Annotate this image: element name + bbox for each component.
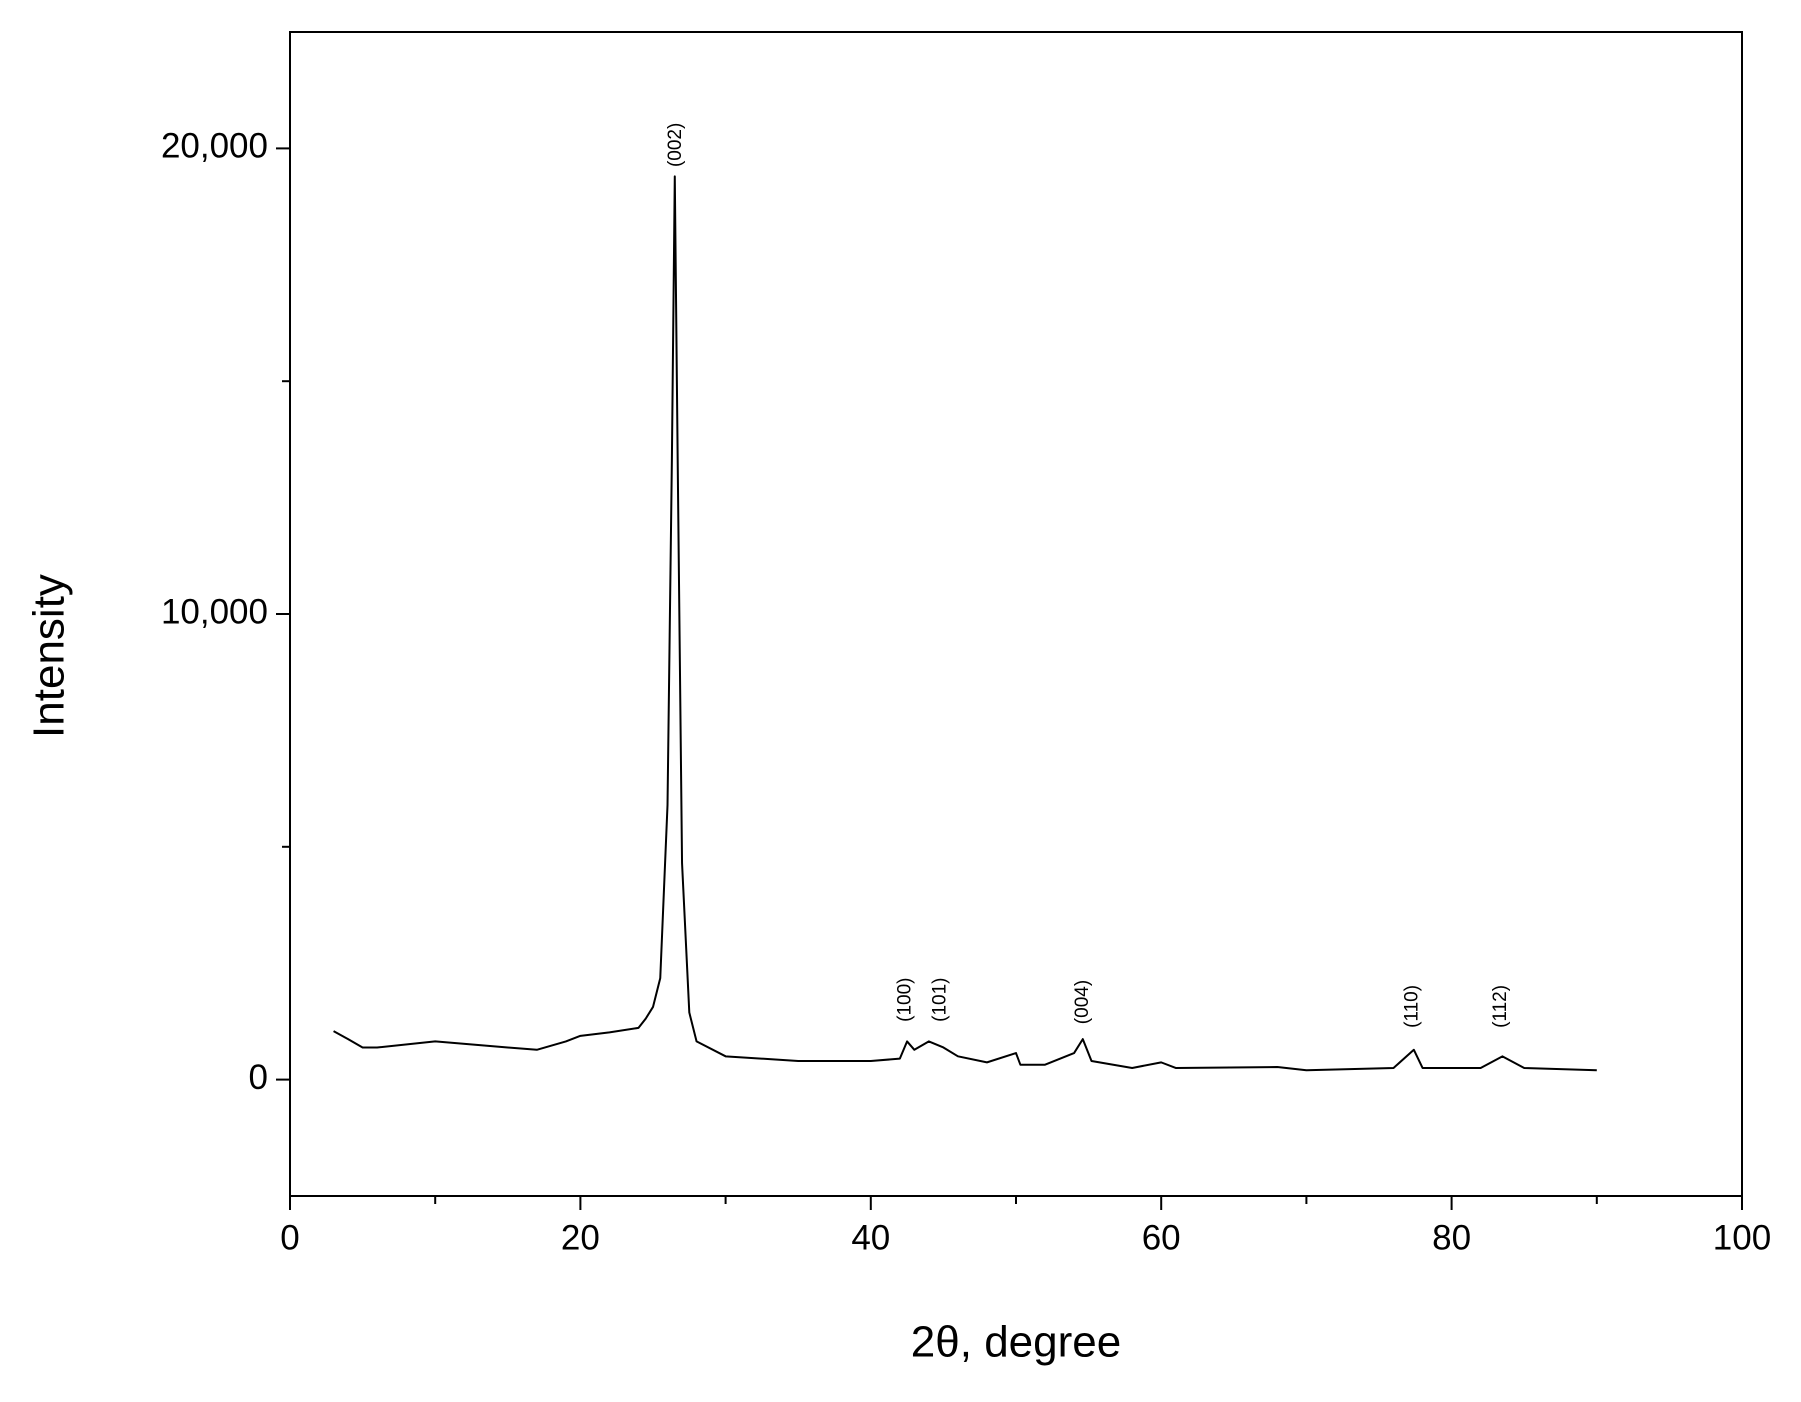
x-tick-label: 20 (561, 1218, 600, 1257)
y-tick-label: 10,000 (161, 592, 268, 631)
peak-label: (100) (895, 978, 916, 1022)
peak-label: (004) (1072, 980, 1093, 1024)
data-line (333, 175, 1597, 1072)
x-tick-label: 0 (280, 1218, 299, 1257)
y-tick-label: 0 (249, 1058, 268, 1097)
peak-label: (002) (665, 123, 686, 167)
plot-frame (289, 31, 1743, 1197)
x-tick-label: 60 (1142, 1218, 1181, 1257)
x-axis-title: 2θ, degree (911, 1318, 1121, 1367)
x-tick-label: 80 (1432, 1218, 1471, 1257)
y-axis-title: Intensity (25, 574, 74, 738)
peak-label: (112) (1490, 985, 1511, 1028)
peak-label: (101) (930, 978, 951, 1022)
x-tick-label: 40 (851, 1218, 890, 1257)
x-tick-label: 100 (1713, 1218, 1771, 1257)
peak-label: (110) (1401, 985, 1422, 1028)
y-tick-label: 20,000 (161, 127, 268, 166)
